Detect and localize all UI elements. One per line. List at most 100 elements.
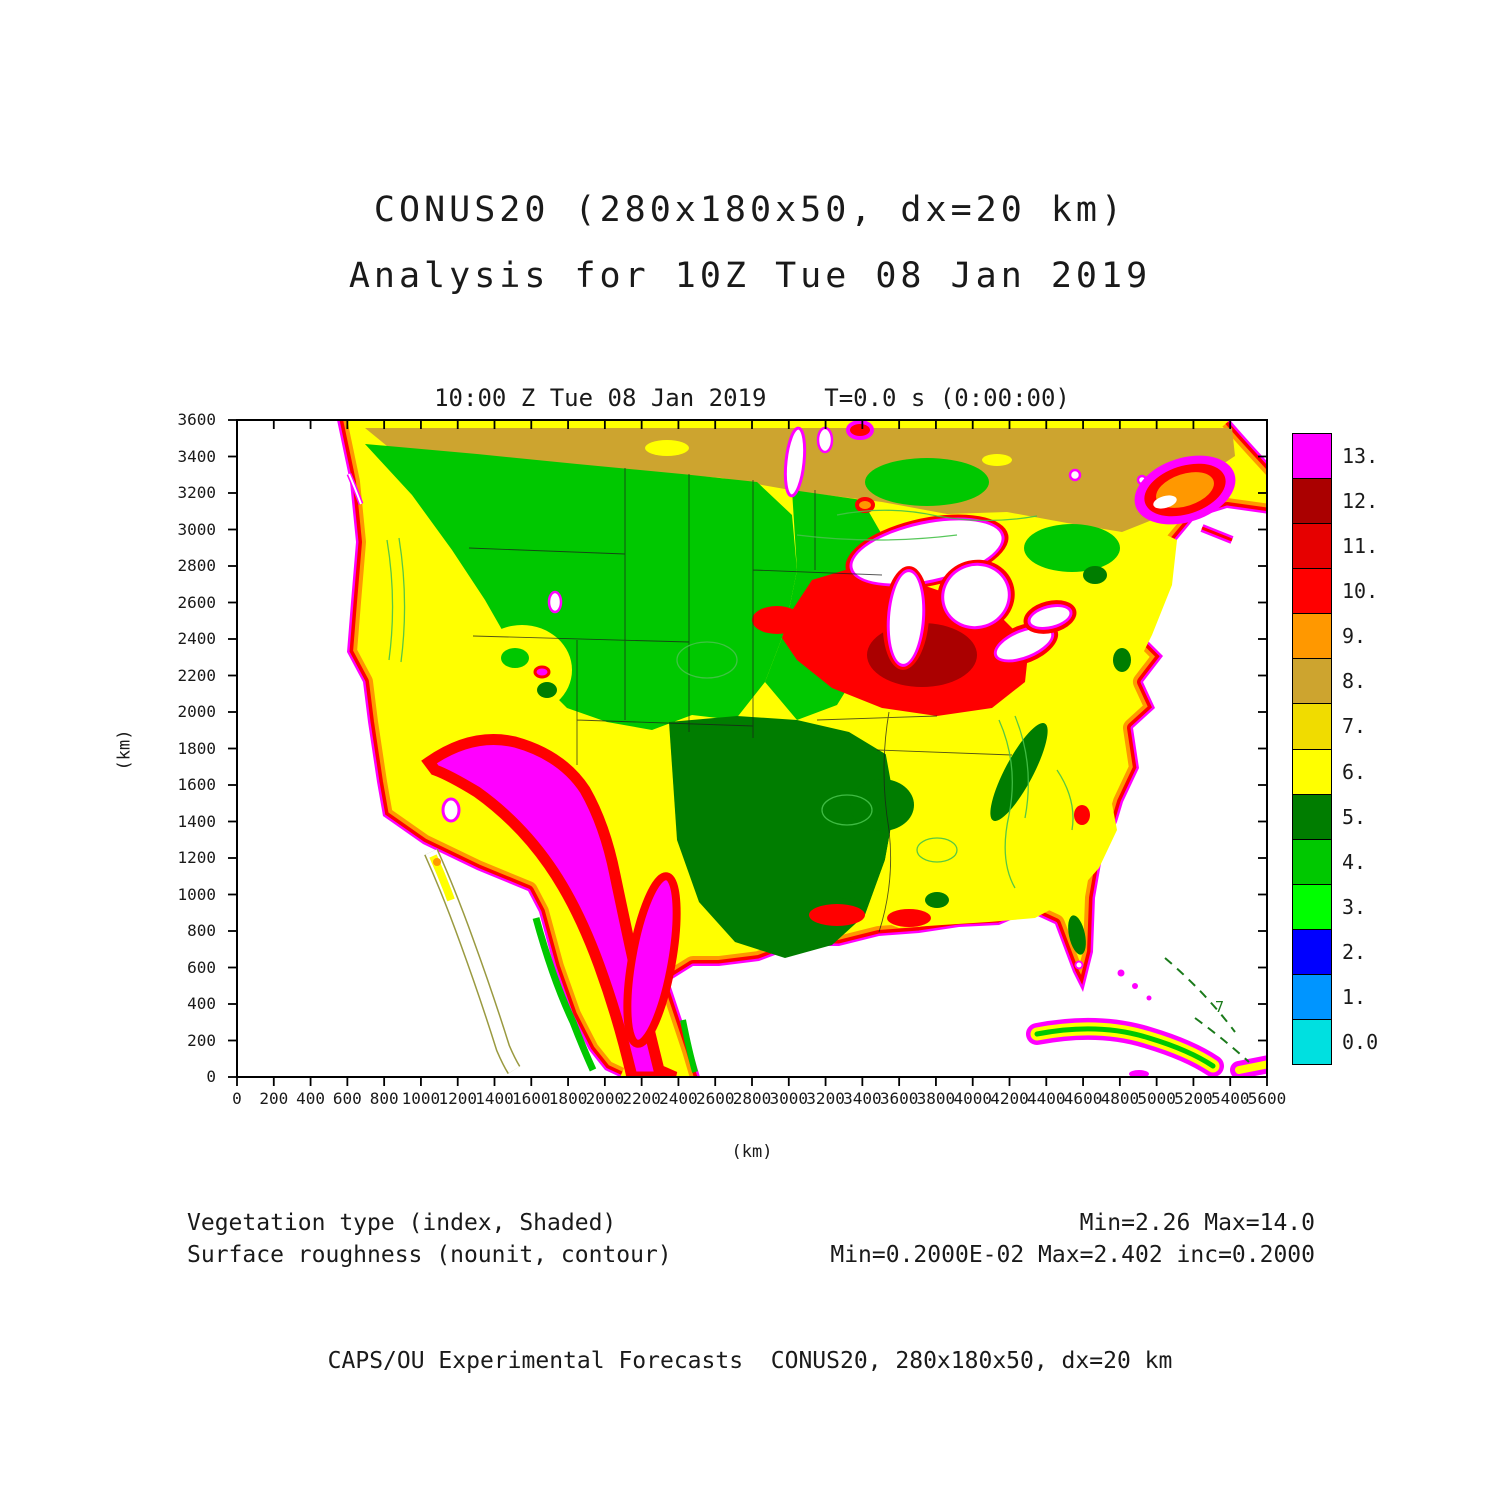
colorbar-label: 6. bbox=[1342, 759, 1367, 784]
x-axis-label: (km) bbox=[731, 1142, 773, 1162]
northeast-green-patch bbox=[1113, 648, 1131, 672]
colorbar-segment bbox=[1292, 613, 1332, 660]
x-tick-label: 600 bbox=[332, 1089, 362, 1108]
jamaica-island bbox=[1129, 1070, 1149, 1077]
cuba-island bbox=[1026, 1017, 1224, 1077]
great-basin-green-speck bbox=[501, 648, 529, 668]
plot-header: 10:00 Z Tue 08 Jan 2019 T=0.0 s (0:00:00… bbox=[434, 384, 1070, 412]
y-tick-label: 800 bbox=[187, 921, 216, 940]
x-tick-label: 3400 bbox=[843, 1089, 882, 1108]
colorbar-label: 2. bbox=[1342, 940, 1367, 965]
colorbar-segment bbox=[1292, 748, 1332, 795]
colorbar-segment bbox=[1292, 838, 1332, 885]
x-tick-label: 200 bbox=[259, 1089, 289, 1108]
x-tick-label: 4600 bbox=[1063, 1089, 1103, 1108]
x-tick-label: 2200 bbox=[622, 1089, 661, 1108]
colorbar-segment bbox=[1292, 973, 1332, 1021]
contour-field-stats: Min=0.2000E-02 Max=2.402 inc=0.2000 bbox=[830, 1242, 1315, 1268]
x-tick-label: 3000 bbox=[769, 1089, 809, 1108]
canada-yellow-patch bbox=[645, 440, 689, 456]
colorbar-segment bbox=[1292, 703, 1332, 750]
colorbar-labels: 13. 12. 11. 10. 9. 8. 7. 6. 5. 4. 3. 2. 1. 0.0 bbox=[1342, 433, 1412, 1065]
y-tick-label: 2800 bbox=[177, 556, 216, 575]
y-tick-label: 3000 bbox=[177, 519, 216, 539]
y-tick-label: 200 bbox=[187, 1030, 216, 1050]
y-tick-label: 1000 bbox=[177, 884, 216, 904]
maritimes-region bbox=[1134, 455, 1236, 544]
y-tick-label: 400 bbox=[187, 994, 216, 1013]
shaded-field-stats: Min=2.26 Max=14.0 bbox=[1079, 1210, 1315, 1236]
baja-california bbox=[424, 848, 521, 1074]
y-tick-label: 1600 bbox=[177, 775, 216, 794]
y-tick-label: 2600 bbox=[177, 592, 216, 612]
northeast-green-patch bbox=[1083, 566, 1107, 584]
colorbar-label: 0.0 bbox=[1342, 1030, 1379, 1055]
colorbar-label: 7. bbox=[1342, 714, 1367, 739]
lake-okeechobee bbox=[1074, 960, 1084, 970]
x-tick-label: 2600 bbox=[695, 1089, 735, 1108]
lake-michigan bbox=[882, 566, 930, 670]
dashed-contours bbox=[1164, 957, 1250, 1063]
colorbar-label: 11. bbox=[1342, 533, 1379, 558]
colorbar-segment bbox=[1292, 568, 1332, 615]
page-title-line1: CONUS20 (280x180x50, dx=20 km) bbox=[373, 190, 1127, 230]
x-tick-label: 4400 bbox=[1027, 1089, 1066, 1108]
colorbar-label: 9. bbox=[1342, 624, 1367, 649]
contour-field-caption: Surface roughness (nounit, contour) bbox=[187, 1242, 672, 1268]
florida-green-patch bbox=[1068, 915, 1086, 955]
hispaniola-island bbox=[1230, 1055, 1267, 1077]
ocean-mask bbox=[237, 420, 1267, 1077]
y-tick-label: 3200 bbox=[177, 483, 216, 502]
sonora-green-strip bbox=[532, 917, 597, 1072]
y-axis-tick-labels: 3600 3400 3200 3000 2800 2600 2400 2200 2000 1800… bbox=[140, 410, 222, 1087]
mexico-east-green-strip bbox=[680, 1019, 698, 1073]
colorbar-segment bbox=[1292, 658, 1332, 705]
x-tick-label: 3600 bbox=[879, 1089, 919, 1108]
colorbar-label: 10. bbox=[1342, 578, 1379, 603]
x-tick-label: 800 bbox=[369, 1089, 399, 1108]
ozark-green-patch bbox=[850, 779, 914, 831]
carolina-red-spot bbox=[1074, 805, 1090, 825]
footer-caption: CAPS/OU Experimental Forecasts CONUS20, … bbox=[327, 1348, 1173, 1374]
colorbar-segment bbox=[1292, 433, 1332, 480]
x-tick-label: 2800 bbox=[732, 1089, 772, 1108]
canada-green-patch bbox=[1024, 524, 1120, 572]
y-tick-label: 2000 bbox=[177, 702, 216, 721]
canada-green-patch bbox=[865, 458, 989, 506]
colorbar-segment bbox=[1292, 928, 1332, 975]
state-borders bbox=[468, 468, 1013, 933]
x-tick-label: 400 bbox=[296, 1089, 326, 1108]
northeast-yellow-region bbox=[1032, 528, 1177, 730]
x-tick-label: 1000 bbox=[401, 1089, 441, 1108]
colorbar-label: 1. bbox=[1342, 985, 1367, 1010]
colorbar-segment bbox=[1292, 523, 1332, 570]
colorbar-label: 4. bbox=[1342, 849, 1367, 874]
x-tick-label: 1400 bbox=[475, 1089, 514, 1108]
x-tick-label: 5200 bbox=[1174, 1089, 1213, 1108]
colorbar-segment bbox=[1292, 478, 1332, 525]
canada-yellow-patch bbox=[982, 454, 1012, 466]
y-tick-label: 600 bbox=[187, 957, 216, 977]
southeast-yellow-region bbox=[865, 710, 1117, 928]
canadian-lakes bbox=[783, 420, 1148, 513]
contour-lines bbox=[386, 509, 1074, 889]
axis-tick-marks bbox=[228, 419, 1268, 1086]
x-axis-tick-labels: 0 200 400 600 800 1000 1200 1400 1600 1800 2000 220… bbox=[227, 1087, 1286, 1111]
y-tick-label: 1200 bbox=[177, 848, 216, 867]
lake-huron bbox=[937, 559, 1015, 633]
x-tick-label: 1600 bbox=[512, 1089, 551, 1108]
sierra-madre-magenta-chain bbox=[623, 872, 681, 1048]
y-tick-label: 2200 bbox=[177, 665, 216, 685]
shaded-field-caption: Vegetation type (index, Shaded) bbox=[187, 1210, 617, 1236]
gulf-coast-red-spot bbox=[809, 904, 865, 926]
gulf-green-patch bbox=[925, 892, 949, 908]
x-tick-label: 2400 bbox=[659, 1089, 698, 1108]
x-tick-label: 4800 bbox=[1100, 1089, 1140, 1108]
x-tick-label: 2000 bbox=[585, 1089, 625, 1108]
x-tick-label: 4200 bbox=[990, 1089, 1029, 1108]
colorbar-label: 8. bbox=[1342, 669, 1367, 694]
x-tick-label: 4000 bbox=[953, 1089, 992, 1108]
x-tick-label: 1200 bbox=[438, 1089, 477, 1108]
x-tick-label: 5000 bbox=[1137, 1089, 1176, 1108]
